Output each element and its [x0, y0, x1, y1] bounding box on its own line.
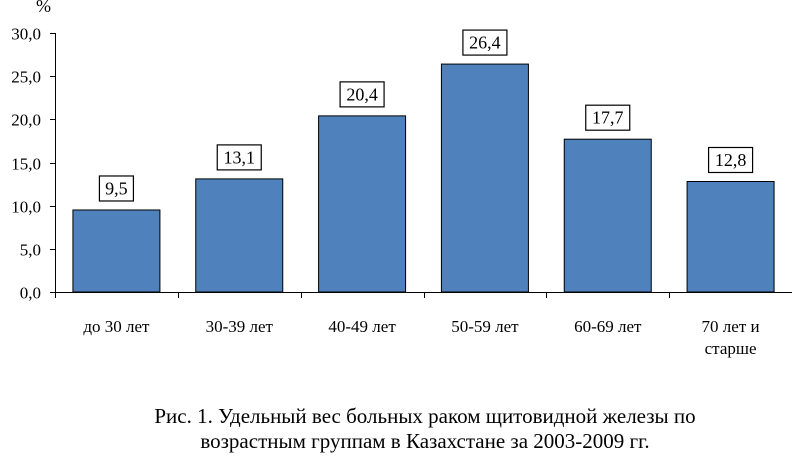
data-label-box: [339, 81, 385, 108]
data-label-box: [585, 104, 631, 131]
bar: [318, 115, 407, 293]
y-tick-label: 0,0: [20, 284, 41, 303]
y-tick-label: 10,0: [11, 198, 41, 217]
y-axis-ticks: 0,0 5,0 10,0 15,0 20,0 25,0 30,0: [11, 25, 55, 303]
y-tick-label: 15,0: [11, 155, 41, 174]
bar: [72, 209, 161, 293]
figure-caption: Рис. 1. Удельный вес больных раком щитов…: [60, 404, 790, 454]
data-label-box: [216, 144, 262, 171]
x-category-label: 60-69 лет: [574, 317, 642, 336]
bar: [440, 63, 529, 293]
x-category-label: 70 лет и: [702, 317, 760, 336]
y-tick-label: 30,0: [11, 25, 41, 44]
bars: 9,5 13,1 20,4 26,4 17,7 12,8: [72, 29, 775, 293]
data-label: 13,1: [224, 147, 256, 167]
data-label-box: [707, 146, 754, 174]
data-label-box: [98, 175, 135, 202]
x-category-label: 40-49 лет: [328, 317, 396, 336]
data-label: 26,4: [469, 33, 501, 53]
x-category-label: до 30 лет: [83, 317, 150, 336]
caption-line-2: возрастным группам в Казахстане за 2003-…: [200, 429, 650, 453]
bar: [563, 138, 652, 293]
y-tick-label: 5,0: [20, 241, 41, 260]
y-axis-unit: %: [36, 0, 51, 16]
bar-chart: % 0,0 5,0 10,0 15,0 20,0 25,0 30,0 9,5 13,1 20,4…: [11, 0, 792, 358]
data-label: 17,7: [592, 108, 624, 128]
caption-line-1: Рис. 1. Удельный вес больных раком щитов…: [154, 404, 696, 428]
data-label: 12,8: [715, 150, 747, 170]
x-category-label: старше: [705, 339, 757, 358]
x-axis-labels: до 30 лет 30-39 лет 40-49 лет 50-59 лет 60-6…: [55, 292, 760, 358]
y-tick-label: 25,0: [11, 68, 41, 87]
data-label: 20,4: [346, 84, 378, 104]
x-category-label: 30-39 лет: [206, 317, 274, 336]
bar: [686, 180, 775, 293]
x-category-label: 50-59 лет: [451, 317, 519, 336]
bar: [195, 178, 284, 293]
data-label-box: [462, 29, 508, 56]
y-tick-label: 20,0: [11, 111, 41, 130]
data-label: 9,5: [105, 178, 128, 198]
